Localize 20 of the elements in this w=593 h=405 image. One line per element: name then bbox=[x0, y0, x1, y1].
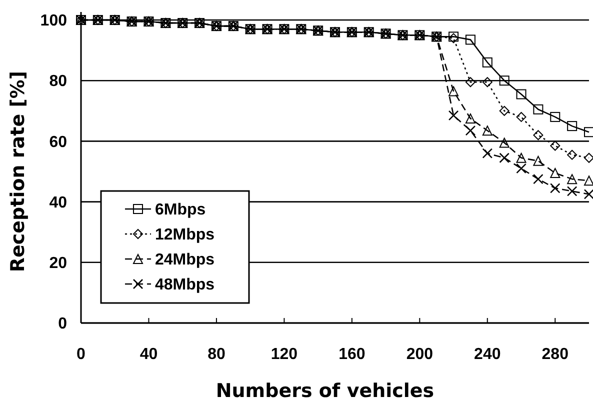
x-tick-label: 80 bbox=[208, 346, 226, 363]
x-axis-title: Numbers of vehicles bbox=[216, 380, 434, 402]
x-tick-label: 120 bbox=[270, 346, 298, 363]
x-tick-label: 40 bbox=[140, 346, 158, 363]
x-tick-label: 160 bbox=[338, 346, 366, 363]
legend-label: 6Mbps bbox=[155, 202, 206, 219]
y-tick-label: 60 bbox=[49, 134, 68, 151]
y-tick-label: 20 bbox=[49, 255, 68, 272]
y-tick-label: 0 bbox=[58, 316, 68, 333]
y-tick-label: 40 bbox=[49, 194, 68, 212]
x-tick-label: 200 bbox=[406, 346, 434, 363]
x-tick-label: 0 bbox=[76, 346, 86, 363]
y-axis-title: Reception rate [%] bbox=[7, 70, 29, 272]
x-tick-label: 280 bbox=[542, 346, 569, 363]
y-tick-label: 100 bbox=[40, 12, 68, 30]
legend-label: 48Mbps bbox=[155, 276, 215, 294]
legend-label: 24Mbps bbox=[155, 252, 215, 269]
y-tick-label: 80 bbox=[49, 73, 68, 90]
x-tick-label: 240 bbox=[474, 346, 501, 363]
legend-label: 12Mbps bbox=[155, 226, 215, 244]
